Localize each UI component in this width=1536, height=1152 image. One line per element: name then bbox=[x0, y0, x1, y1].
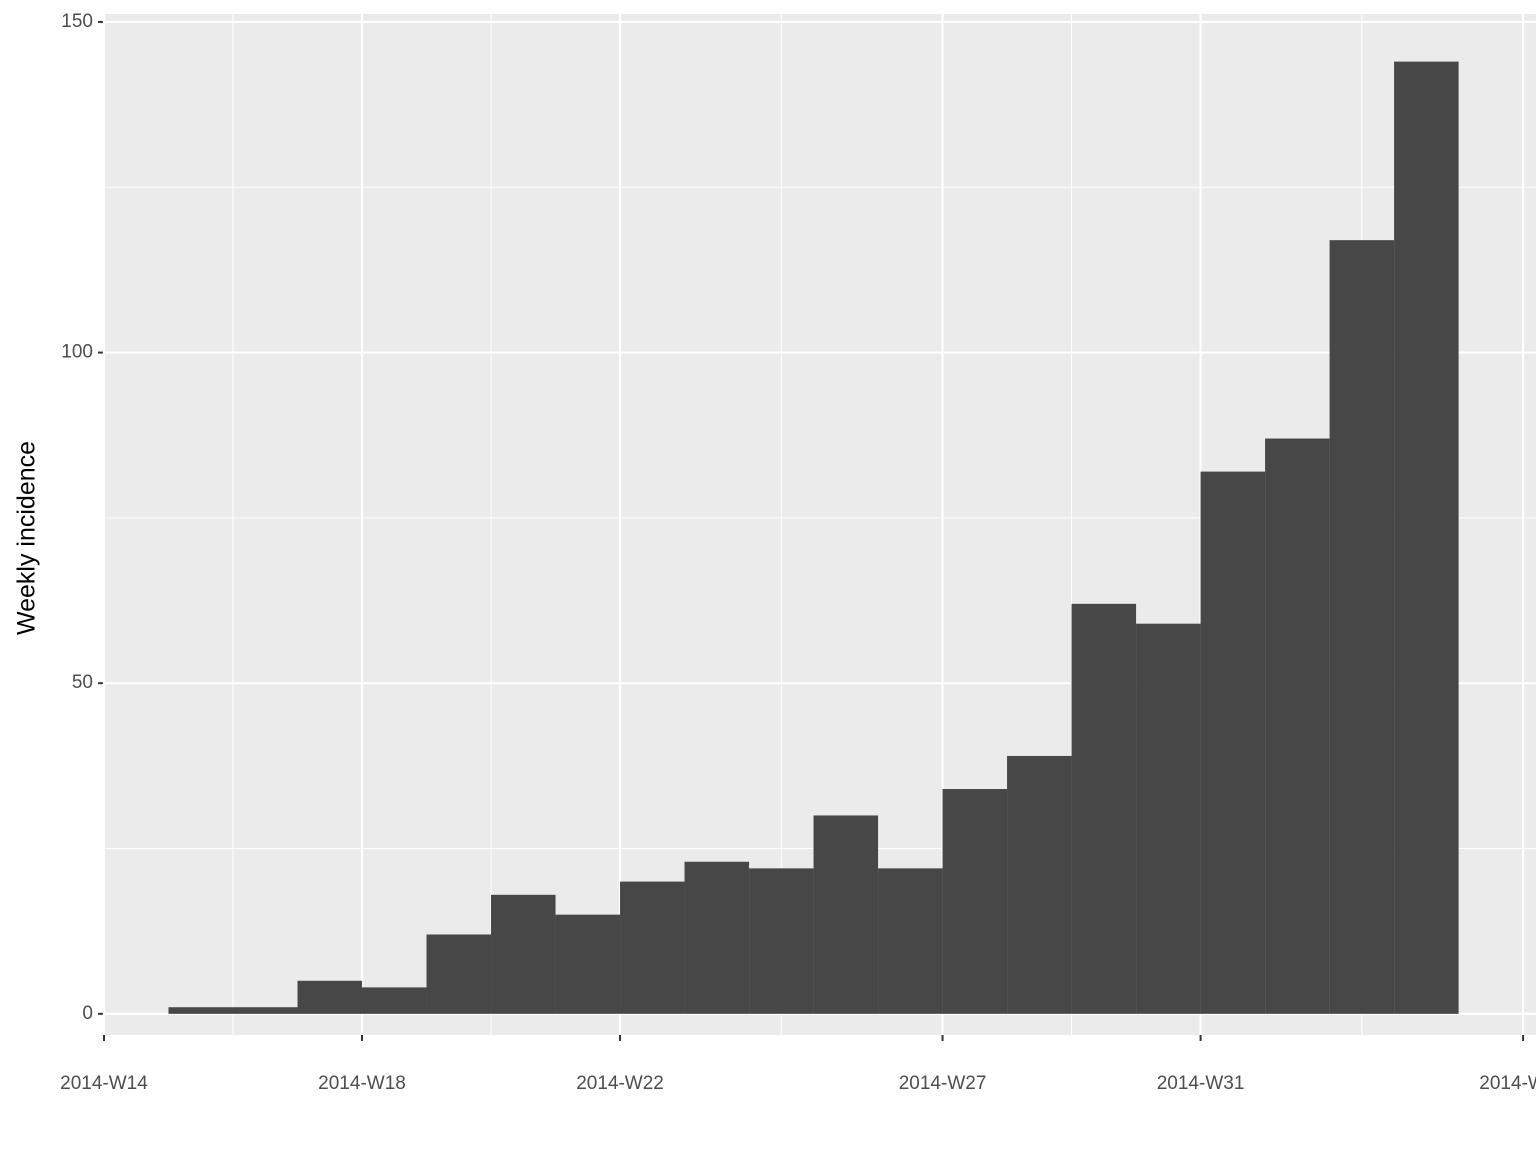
bar bbox=[168, 1007, 234, 1014]
bar bbox=[942, 789, 1008, 1014]
bar bbox=[878, 868, 943, 1014]
x-tick-label: 2014-W14 bbox=[60, 1073, 148, 1094]
bar bbox=[233, 1007, 298, 1014]
bar bbox=[813, 815, 879, 1014]
x-tick-label: 2014-W18 bbox=[318, 1073, 406, 1094]
bar bbox=[426, 934, 492, 1014]
bar bbox=[1200, 471, 1266, 1014]
bar bbox=[1071, 603, 1137, 1014]
x-tick-label: 2014-W31 bbox=[1157, 1073, 1245, 1094]
bar bbox=[1394, 61, 1459, 1014]
bar bbox=[491, 894, 556, 1014]
y-axis-label: Weekly incidence bbox=[13, 441, 41, 635]
bar bbox=[362, 987, 427, 1014]
x-tick-label: 2014-W27 bbox=[899, 1073, 987, 1094]
y-tick-label: 150 bbox=[61, 11, 93, 32]
x-tick-label: 2014-W22 bbox=[576, 1073, 664, 1094]
bar bbox=[1265, 438, 1330, 1014]
y-tick-label: 50 bbox=[72, 672, 93, 693]
bar bbox=[1136, 623, 1201, 1014]
y-tick-label: 100 bbox=[61, 342, 93, 363]
bar bbox=[1329, 240, 1395, 1014]
bar bbox=[1007, 755, 1072, 1014]
x-tick-label: 2014-W36 bbox=[1479, 1073, 1536, 1094]
y-tick-label: 0 bbox=[82, 1003, 93, 1024]
bar bbox=[684, 861, 750, 1014]
bar bbox=[620, 881, 685, 1014]
bar bbox=[555, 914, 621, 1014]
bar bbox=[297, 980, 363, 1014]
bar bbox=[749, 868, 814, 1014]
